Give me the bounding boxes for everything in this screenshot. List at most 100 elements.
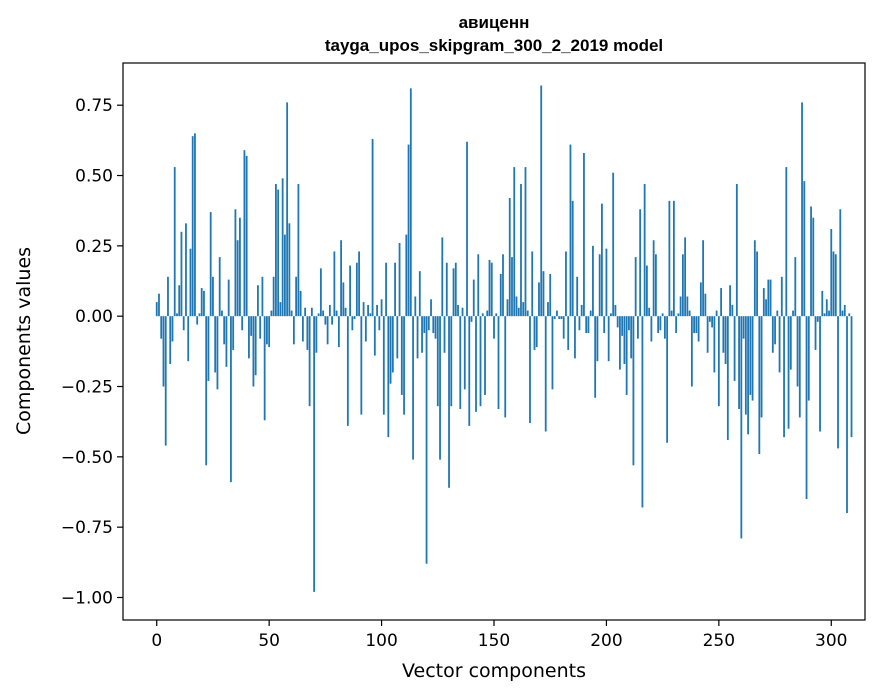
bar — [490, 262, 493, 317]
y-tick-label: −0.50 — [61, 448, 113, 468]
bar — [477, 254, 480, 317]
bar — [448, 316, 450, 488]
bar — [834, 254, 837, 317]
bar — [243, 150, 246, 317]
bar — [832, 251, 835, 317]
bar — [241, 316, 244, 331]
bar — [286, 102, 289, 317]
bar — [403, 316, 405, 415]
bar — [515, 296, 518, 317]
bar — [681, 254, 684, 317]
bar — [171, 316, 174, 342]
bar — [846, 316, 848, 514]
y-tick-label: −1.00 — [61, 588, 113, 608]
bar — [162, 316, 165, 387]
bar — [749, 316, 752, 395]
bar — [205, 316, 208, 466]
bar — [349, 265, 351, 317]
bar — [326, 316, 329, 345]
bar — [167, 276, 169, 317]
bar — [526, 310, 529, 317]
bar — [367, 304, 369, 317]
bar — [164, 316, 167, 446]
bar — [281, 178, 284, 317]
bar — [686, 296, 689, 317]
bar — [641, 316, 644, 508]
bar — [212, 276, 214, 317]
bar — [378, 316, 381, 331]
bar — [194, 133, 196, 317]
bar — [346, 316, 349, 426]
bar — [351, 316, 354, 331]
bar — [623, 316, 626, 364]
bar — [657, 316, 660, 334]
bar — [762, 288, 765, 317]
bar — [257, 285, 259, 317]
bar — [538, 282, 540, 317]
bar — [684, 237, 687, 317]
bar — [830, 228, 833, 317]
bar — [479, 316, 482, 407]
bar — [652, 240, 655, 317]
bar — [203, 290, 205, 317]
bar — [758, 316, 761, 455]
bar — [497, 316, 500, 410]
bar — [439, 316, 441, 460]
bar — [765, 299, 767, 317]
bar — [227, 279, 230, 317]
bar — [571, 200, 574, 317]
bar — [738, 316, 740, 410]
bar-series — [155, 85, 853, 592]
x-tick-label: 0 — [151, 631, 162, 651]
bar — [583, 153, 585, 317]
bar — [756, 251, 758, 317]
bar — [771, 316, 774, 353]
bar — [778, 316, 781, 373]
bar — [173, 167, 176, 317]
bar — [454, 262, 457, 317]
plot-frame — [122, 62, 866, 621]
bar — [373, 316, 376, 356]
bar — [650, 316, 653, 342]
bar — [301, 316, 304, 342]
bar — [382, 316, 385, 415]
x-tick-label: 300 — [815, 631, 847, 651]
bar — [634, 257, 637, 317]
bar — [407, 144, 410, 317]
bar — [704, 293, 707, 317]
bar — [610, 313, 612, 317]
bar — [223, 316, 226, 345]
bar — [245, 155, 248, 317]
bar — [562, 316, 565, 339]
bar — [443, 316, 446, 353]
bar — [310, 307, 313, 317]
bar — [158, 293, 160, 317]
bar — [798, 316, 801, 418]
bar — [230, 316, 232, 483]
bar — [252, 316, 255, 387]
bar — [445, 262, 448, 317]
bar — [225, 316, 228, 367]
bar — [551, 316, 554, 390]
bar — [598, 254, 601, 317]
bar — [814, 316, 817, 350]
bar — [430, 299, 432, 317]
y-tick-label: 0.25 — [75, 237, 113, 257]
bar — [672, 200, 675, 317]
bar — [675, 316, 678, 334]
bar — [522, 302, 525, 317]
bar — [596, 316, 599, 362]
bar — [250, 316, 253, 336]
bar — [279, 302, 282, 317]
bar — [785, 167, 788, 317]
bar — [594, 316, 597, 398]
bar — [792, 310, 794, 317]
bar — [463, 316, 466, 390]
bar — [663, 316, 666, 339]
bar — [677, 313, 680, 317]
bar — [389, 316, 392, 384]
bar — [486, 310, 489, 317]
bar — [394, 262, 396, 317]
bar — [614, 304, 617, 317]
bar — [549, 273, 552, 317]
